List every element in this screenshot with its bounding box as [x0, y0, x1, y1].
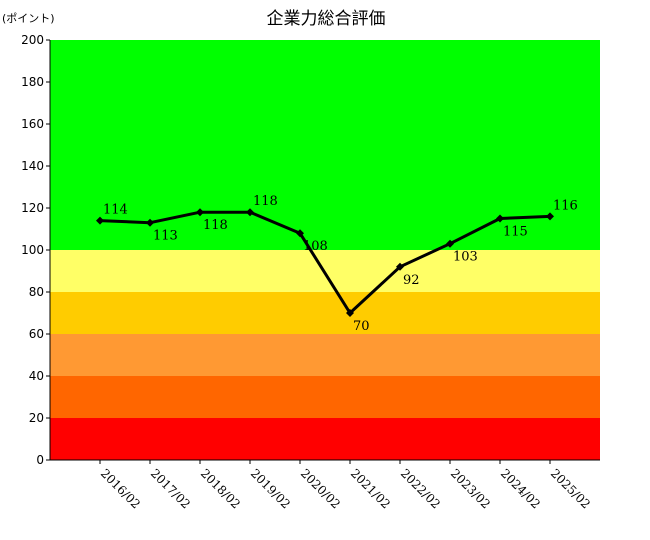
series-0-line: [99, 210, 551, 315]
data-label-3: 118: [253, 194, 278, 209]
x-tick-label-0: 2016/02: [98, 466, 143, 511]
y-tick-label-180: 180: [21, 75, 44, 89]
data-point-2: [196, 208, 204, 217]
y-axis-unit-label: (ポイント): [2, 12, 55, 25]
chart-title: 企業力総合評価: [267, 9, 386, 29]
y-tick-label-140: 140: [21, 159, 44, 173]
data-point-6: [396, 262, 404, 271]
data-label-8: 115: [503, 225, 528, 240]
data-point-4: [296, 229, 304, 238]
x-tick-label-1: 2017/02: [148, 466, 193, 511]
band-5: [50, 40, 600, 250]
data-point-0: [96, 216, 104, 225]
series-line: [96, 208, 554, 317]
data-label-1: 113: [153, 229, 178, 244]
band-0: [50, 418, 600, 460]
data-labels: 114 113 118 118 108 70 92 103 115 116: [103, 194, 578, 334]
band-1: [50, 376, 600, 418]
data-label-0: 114: [103, 203, 128, 218]
x-tick-label-2: 2018/02: [198, 466, 243, 511]
y-tick-label-200: 200: [21, 33, 44, 47]
data-label-6: 92: [403, 273, 420, 288]
x-tick-label-5: 2021/02: [348, 466, 393, 511]
data-point-8: [496, 214, 504, 223]
data-point-7: [446, 239, 454, 248]
x-tick-label-8: 2024/02: [498, 466, 543, 511]
data-label-7: 103: [453, 250, 478, 265]
data-label-9: 116: [553, 198, 578, 213]
y-tick-label-60: 60: [29, 327, 44, 341]
y-tick-label-40: 40: [29, 369, 44, 383]
data-point-3: [246, 208, 254, 217]
y-tick-label-0: 0: [36, 453, 44, 467]
data-label-4: 108: [303, 239, 328, 254]
data-label-5: 70: [353, 319, 370, 334]
y-axis: 0 20 40 60 80 100 120 140 160 180 200: [21, 33, 51, 467]
y-tick-label-100: 100: [21, 243, 44, 257]
x-tick-label-7: 2023/02: [448, 466, 493, 511]
x-tick-label-6: 2022/02: [398, 466, 443, 511]
x-tick-label-9: 2025/02: [548, 466, 593, 511]
data-point-9: [546, 212, 554, 221]
x-tick-label-3: 2019/02: [248, 466, 293, 511]
y-tick-label-120: 120: [21, 201, 44, 215]
data-point-5: [346, 309, 354, 317]
data-point-1: [146, 218, 154, 227]
band-3: [50, 292, 600, 334]
y-tick-label-20: 20: [29, 411, 44, 425]
data-label-2: 118: [203, 218, 228, 233]
x-tick-label-4: 2020/02: [298, 466, 343, 511]
x-axis: 2016/02 2017/02 2018/02 2019/02 2020/02 2021/…: [50, 459, 600, 511]
y-tick-label-80: 80: [29, 285, 44, 299]
band-2: [50, 334, 600, 376]
y-tick-label-160: 160: [21, 117, 44, 131]
